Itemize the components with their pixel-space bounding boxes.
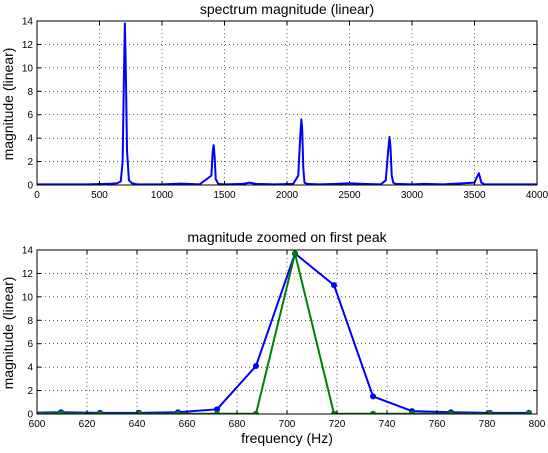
y-tick-label: 8: [27, 87, 33, 98]
y-tick-label: 10: [22, 63, 34, 74]
data-point: [448, 410, 454, 414]
tick-marks: 0 500 1000 1500 2000 2500 3000 3500 4000 0 2 4 6 8 10 1…: [22, 17, 548, 202]
x-tick-label: 620: [79, 419, 96, 430]
x-tick-label: 740: [379, 419, 396, 430]
grid: [37, 21, 537, 185]
data-point: [526, 410, 532, 414]
data-point: [19, 410, 25, 416]
data-point: [331, 282, 337, 289]
chart-title: magnitude zoomed on first peak: [187, 229, 387, 245]
x-tick-label: 500: [91, 190, 108, 201]
data-point: [292, 250, 298, 257]
data-point: [136, 410, 142, 414]
y-axis-label: magnitude (linear): [0, 48, 16, 161]
y-tick-label: 4: [27, 134, 33, 145]
x-tick-label: 720: [329, 419, 346, 430]
data-point: [19, 410, 25, 416]
x-tick-label: 680: [229, 419, 246, 430]
x-tick-label: 800: [529, 419, 546, 430]
x-tick-label: 600: [29, 419, 46, 430]
x-tick-label: 760: [429, 419, 446, 430]
x-tick-label: 640: [129, 419, 146, 430]
data-point: [409, 410, 415, 414]
x-tick-label: 1000: [151, 190, 174, 201]
data-point: [370, 410, 376, 414]
x-tick-label: 2500: [338, 190, 361, 201]
y-tick-label: 2: [27, 386, 33, 397]
x-tick-label: 3000: [401, 190, 424, 201]
data-point: [58, 410, 64, 414]
data-point: [331, 410, 337, 414]
y-tick-label: 12: [22, 40, 34, 51]
x-axis-label: frequency (Hz): [241, 430, 333, 446]
y-tick-label: 2: [27, 157, 33, 168]
x-tick-label: 2000: [276, 190, 299, 201]
y-tick-label: 6: [27, 339, 33, 350]
y-tick-label: 0: [27, 181, 33, 192]
x-tick-label: 780: [479, 419, 496, 430]
data-point: [487, 410, 493, 414]
data-point: [97, 410, 103, 414]
data-point: [253, 362, 259, 369]
x-tick-label: 660: [179, 419, 196, 430]
x-tick-label: 4000: [526, 190, 548, 201]
data-point: [370, 393, 376, 400]
y-tick-label: 8: [27, 316, 33, 327]
y-tick-label: 10: [22, 292, 34, 303]
spectrum-chart: spectrum magnitude (linear) magnitude (l…: [0, 1, 548, 201]
chart-title: spectrum magnitude (linear): [200, 1, 374, 17]
x-tick-label: 700: [279, 419, 296, 430]
data-point: [214, 410, 220, 414]
y-tick-label: 12: [22, 269, 34, 280]
y-tick-label: 14: [22, 17, 34, 28]
y-axis-label: magnitude (linear): [0, 277, 16, 390]
tick-marks: 600 620 640 660 680 700 720 740 760 780 800 0 2 4 6 8 10…: [22, 246, 546, 431]
y-tick-label: 6: [27, 110, 33, 121]
zoom-chart: magnitude zoomed on first peak magnitude…: [0, 229, 546, 446]
y-tick-label: 14: [22, 246, 34, 257]
data-point: [214, 406, 220, 413]
data-point: [253, 410, 259, 414]
data-point: [175, 410, 181, 414]
y-tick-label: 0: [27, 410, 33, 421]
x-tick-label: 3500: [463, 190, 486, 201]
x-tick-label: 1500: [213, 190, 236, 201]
y-tick-label: 4: [27, 363, 33, 374]
x-tick-label: 0: [34, 190, 40, 201]
